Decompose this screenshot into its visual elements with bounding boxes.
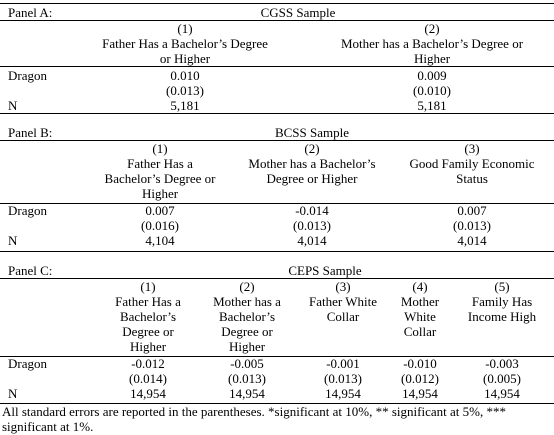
- standard-error: (0.005): [483, 371, 521, 386]
- standard-error: (0.010): [413, 83, 451, 98]
- observations: 4,014: [457, 233, 487, 248]
- coefficient: -0.014: [295, 203, 329, 218]
- standard-error: (0.013): [293, 218, 331, 233]
- rule: [0, 66, 554, 67]
- observations: 5,181: [170, 98, 200, 113]
- column-header: Father Has a Bachelor’s Degree or Higher: [104, 156, 216, 201]
- rule: [0, 203, 554, 204]
- column-header: Family Has Income High: [467, 294, 537, 324]
- observations: 5,181: [417, 98, 447, 113]
- standard-error: (0.013): [324, 371, 362, 386]
- rule: [0, 278, 554, 279]
- coefficient: 0.007: [145, 203, 175, 218]
- observations: 14,954: [402, 386, 438, 401]
- column-number: (2): [239, 279, 255, 294]
- rule: [0, 140, 554, 141]
- observations: 4,014: [297, 233, 327, 248]
- column-number: (1): [152, 141, 168, 156]
- column-header: Mother has a Bachelor’s Degree or Higher: [248, 156, 376, 186]
- panel-label: Panel A:: [8, 5, 53, 20]
- panel-label: Panel B:: [8, 125, 53, 140]
- footnote: All standard errors are reported in the …: [2, 404, 506, 434]
- column-header: Mother has a Bachelor’s Degree or Higher: [340, 36, 524, 66]
- column-header: Mother has a Bachelor’s Degree or Higher: [213, 294, 281, 354]
- rule: [0, 356, 554, 357]
- row-label: Dragon: [8, 68, 47, 83]
- coefficient: -0.012: [131, 356, 165, 371]
- row-label: N: [8, 386, 18, 401]
- panel-sample: CGSS Sample: [260, 5, 336, 20]
- row-label: N: [8, 233, 18, 248]
- standard-error: (0.016): [141, 218, 179, 233]
- coefficient: 0.007: [457, 203, 487, 218]
- coefficient: -0.010: [403, 356, 437, 371]
- row-label: N: [8, 98, 18, 113]
- column-number: (2): [304, 141, 320, 156]
- panel-label: Panel C:: [8, 263, 53, 278]
- column-number: (1): [177, 21, 193, 36]
- column-number: (1): [140, 279, 156, 294]
- coefficient: -0.003: [485, 356, 519, 371]
- observations: 14,954: [229, 386, 265, 401]
- observations: 14,954: [325, 386, 361, 401]
- column-number: (3): [464, 141, 480, 156]
- row-label: Dragon: [8, 356, 47, 371]
- standard-error: (0.012): [401, 371, 439, 386]
- column-header: Father Has a Bachelor’s Degree or Higher: [102, 36, 268, 66]
- rule: [0, 113, 554, 114]
- column-header: Good Family Economic Status: [409, 156, 535, 186]
- column-header: Father White Collar: [309, 294, 377, 324]
- standard-error: (0.014): [129, 371, 167, 386]
- coefficient: 0.009: [417, 68, 447, 83]
- standard-error: (0.013): [228, 371, 266, 386]
- observations: 14,954: [484, 386, 520, 401]
- panel-sample: BCSS Sample: [274, 125, 350, 140]
- rule: [0, 403, 554, 404]
- column-header: Mother White Collar: [400, 294, 440, 339]
- coefficient: -0.005: [230, 356, 264, 371]
- coefficient: 0.010: [170, 68, 200, 83]
- rule: [0, 251, 554, 252]
- panel-sample: CEPS Sample: [288, 263, 362, 278]
- column-number: (2): [424, 21, 440, 36]
- column-number: (5): [494, 279, 510, 294]
- standard-error: (0.013): [166, 83, 204, 98]
- observations: 14,954: [130, 386, 166, 401]
- column-number: (3): [335, 279, 351, 294]
- rule: [0, 20, 554, 21]
- coefficient: -0.001: [326, 356, 360, 371]
- observations: 4,104: [145, 233, 175, 248]
- rule: [0, 3, 554, 4]
- row-label: Dragon: [8, 203, 47, 218]
- column-header: Father Has a Bachelor’s Degree or Higher: [115, 294, 181, 354]
- standard-error: (0.013): [453, 218, 491, 233]
- column-number: (4): [412, 279, 428, 294]
